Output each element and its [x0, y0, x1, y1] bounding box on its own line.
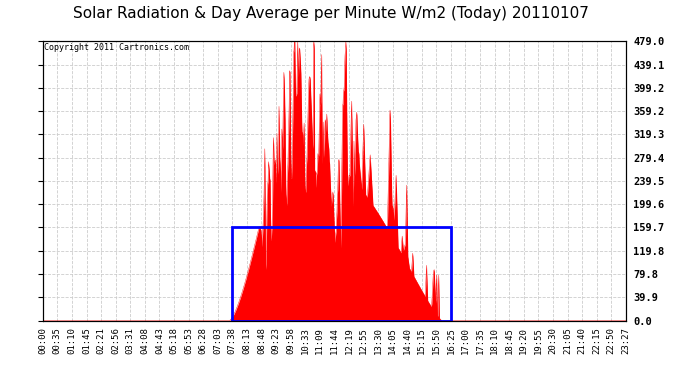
Text: Solar Radiation & Day Average per Minute W/m2 (Today) 20110107: Solar Radiation & Day Average per Minute…: [73, 6, 589, 21]
Text: Copyright 2011 Cartronics.com: Copyright 2011 Cartronics.com: [44, 43, 189, 52]
Bar: [233, 228, 451, 321]
